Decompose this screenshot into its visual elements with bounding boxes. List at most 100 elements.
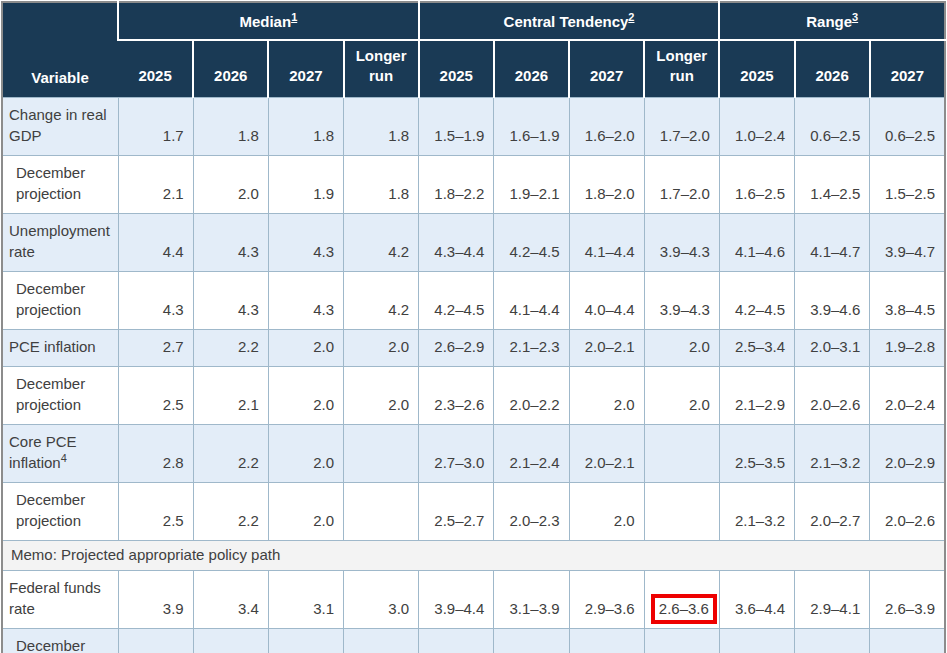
- value-cell: 3.1: [268, 628, 343, 653]
- value-cell: 3.1–3.6: [494, 628, 569, 653]
- value-cell: 2.0–3.1: [795, 329, 870, 366]
- value-cell: 4.2: [344, 213, 419, 271]
- value-cell: 2.0: [569, 366, 644, 424]
- year-header-range-2025: 2025: [719, 40, 794, 97]
- value-cell: 1.0–2.4: [719, 97, 794, 155]
- value-cell: 1.6–2.5: [719, 155, 794, 213]
- value-cell: 2.1: [118, 155, 193, 213]
- row-label-text: December projection: [16, 280, 85, 318]
- table-row: PCE inflation2.72.22.02.02.6–2.92.1–2.32…: [2, 329, 945, 366]
- row-label-text: December projection: [16, 637, 85, 653]
- value-cell: 4.3–4.4: [419, 213, 494, 271]
- value-cell: 2.0: [644, 329, 719, 366]
- value-cell: 2.8: [118, 424, 193, 482]
- value-cell: 2.0: [193, 155, 268, 213]
- value-cell: 1.8: [344, 155, 419, 213]
- value-cell: 3.1: [268, 570, 343, 628]
- value-cell: 4.1–4.4: [569, 213, 644, 271]
- value-cell: 4.1–4.7: [795, 213, 870, 271]
- year-header-ct-2025: 2025: [419, 40, 494, 97]
- year-header-ct-2027: 2027: [569, 40, 644, 97]
- value-cell: 1.9–2.8: [870, 329, 945, 366]
- footnote-4-link[interactable]: 4: [61, 452, 67, 464]
- year-header-ct-longer-run: Longer run: [644, 40, 719, 97]
- value-cell: 4.2–4.5: [419, 271, 494, 329]
- value-cell: 0.6–2.5: [795, 97, 870, 155]
- value-cell: 2.9–3.6: [569, 628, 644, 653]
- value-cell: 1.6–1.9: [494, 97, 569, 155]
- value-cell: 3.9: [118, 570, 193, 628]
- value-cell: 2.0–2.4: [870, 366, 945, 424]
- median-group-header: Median1: [118, 2, 419, 40]
- value-cell: 1.5–1.9: [419, 97, 494, 155]
- value-cell: 2.2: [193, 482, 268, 540]
- value-cell: 2.0–2.7: [795, 482, 870, 540]
- value-cell: 1.8–2.0: [569, 155, 644, 213]
- value-cell: 2.0–2.2: [494, 366, 569, 424]
- footnote-2-link[interactable]: 2: [628, 11, 634, 23]
- value-cell: 3.6–4.1: [419, 628, 494, 653]
- highlighted-value: 2.6–3.6: [651, 594, 717, 624]
- row-label: PCE inflation: [2, 329, 118, 366]
- value-cell: 1.6–2.0: [569, 97, 644, 155]
- value-cell: 2.2: [193, 329, 268, 366]
- year-header-range-2027: 2027: [870, 40, 945, 97]
- value-cell: 2.7–3.0: [419, 424, 494, 482]
- memo-row: Memo: Projected appropriate policy path: [2, 540, 945, 570]
- central-tendency-group-header: Central Tendency2: [419, 2, 720, 40]
- value-cell: 2.0: [268, 329, 343, 366]
- value-cell: 2.2: [193, 424, 268, 482]
- table-row: Federal funds rate3.93.43.13.03.9–4.43.1…: [2, 570, 945, 628]
- value-cell: 1.8: [193, 97, 268, 155]
- value-cell: 1.5–2.5: [870, 155, 945, 213]
- range-group-header: Range3: [719, 2, 945, 40]
- row-label-text: December projection: [16, 164, 85, 202]
- value-cell: 1.9: [268, 155, 343, 213]
- value-cell: 2.5–2.7: [419, 482, 494, 540]
- value-cell: 2.0: [268, 366, 343, 424]
- value-cell: 2.1–2.3: [494, 329, 569, 366]
- value-cell: 4.3: [193, 271, 268, 329]
- row-label: Change in real GDP: [2, 97, 118, 155]
- value-cell: 3.9: [118, 628, 193, 653]
- value-cell: 4.3: [268, 271, 343, 329]
- row-label: Federal funds rate: [2, 570, 118, 628]
- footnote-1-link[interactable]: 1: [291, 11, 297, 23]
- value-cell: 1.7: [118, 97, 193, 155]
- value-cell: 1.4–2.5: [795, 155, 870, 213]
- value-cell: 3.9–4.4: [419, 570, 494, 628]
- row-label-text: Federal funds rate: [9, 579, 101, 617]
- value-cell: 4.1–4.6: [719, 213, 794, 271]
- projections-table: Variable Median1 Central Tendency2 Range…: [1, 1, 946, 653]
- value-cell: 2.4–3.9: [870, 628, 945, 653]
- value-cell: 2.0–2.9: [870, 424, 945, 482]
- table-row: Change in real GDP1.71.81.81.81.5–1.91.6…: [2, 97, 945, 155]
- value-cell: 2.7: [118, 329, 193, 366]
- year-header-median-2025: 2025: [118, 40, 193, 97]
- year-header-range-2026: 2026: [795, 40, 870, 97]
- value-cell: 4.3: [268, 213, 343, 271]
- memo-row-label: Memo: Projected appropriate policy path: [2, 540, 945, 570]
- row-label-text: December projection: [16, 491, 85, 529]
- value-cell: 1.8: [268, 97, 343, 155]
- value-cell: 1.9–2.1: [494, 155, 569, 213]
- value-cell: 2.1–3.2: [795, 424, 870, 482]
- value-cell: 2.5: [118, 366, 193, 424]
- row-label-text: Change in real GDP: [9, 106, 107, 144]
- row-label: Unemployment rate: [2, 213, 118, 271]
- value-cell: 3.1–4.4: [719, 628, 794, 653]
- row-label: December projection: [2, 366, 118, 424]
- value-cell: 2.0: [268, 482, 343, 540]
- footnote-3-link[interactable]: 3: [852, 11, 858, 23]
- value-cell: 0.6–2.5: [870, 97, 945, 155]
- year-header-median-longer-run: Longer run: [344, 40, 419, 97]
- row-label: Core PCE inflation4: [2, 424, 118, 482]
- value-cell: 1.7–2.0: [644, 155, 719, 213]
- table-row: December projection4.34.34.34.24.2–4.54.…: [2, 271, 945, 329]
- value-cell: 4.0–4.4: [569, 271, 644, 329]
- group-header-row: Variable Median1 Central Tendency2 Range…: [2, 2, 945, 40]
- value-cell: 2.0: [344, 329, 419, 366]
- table-body: Change in real GDP1.71.81.81.81.5–1.91.6…: [2, 97, 945, 653]
- table-row: December projection2.52.22.02.5–2.72.0–2…: [2, 482, 945, 540]
- value-cell: 2.6–3.6: [644, 570, 719, 628]
